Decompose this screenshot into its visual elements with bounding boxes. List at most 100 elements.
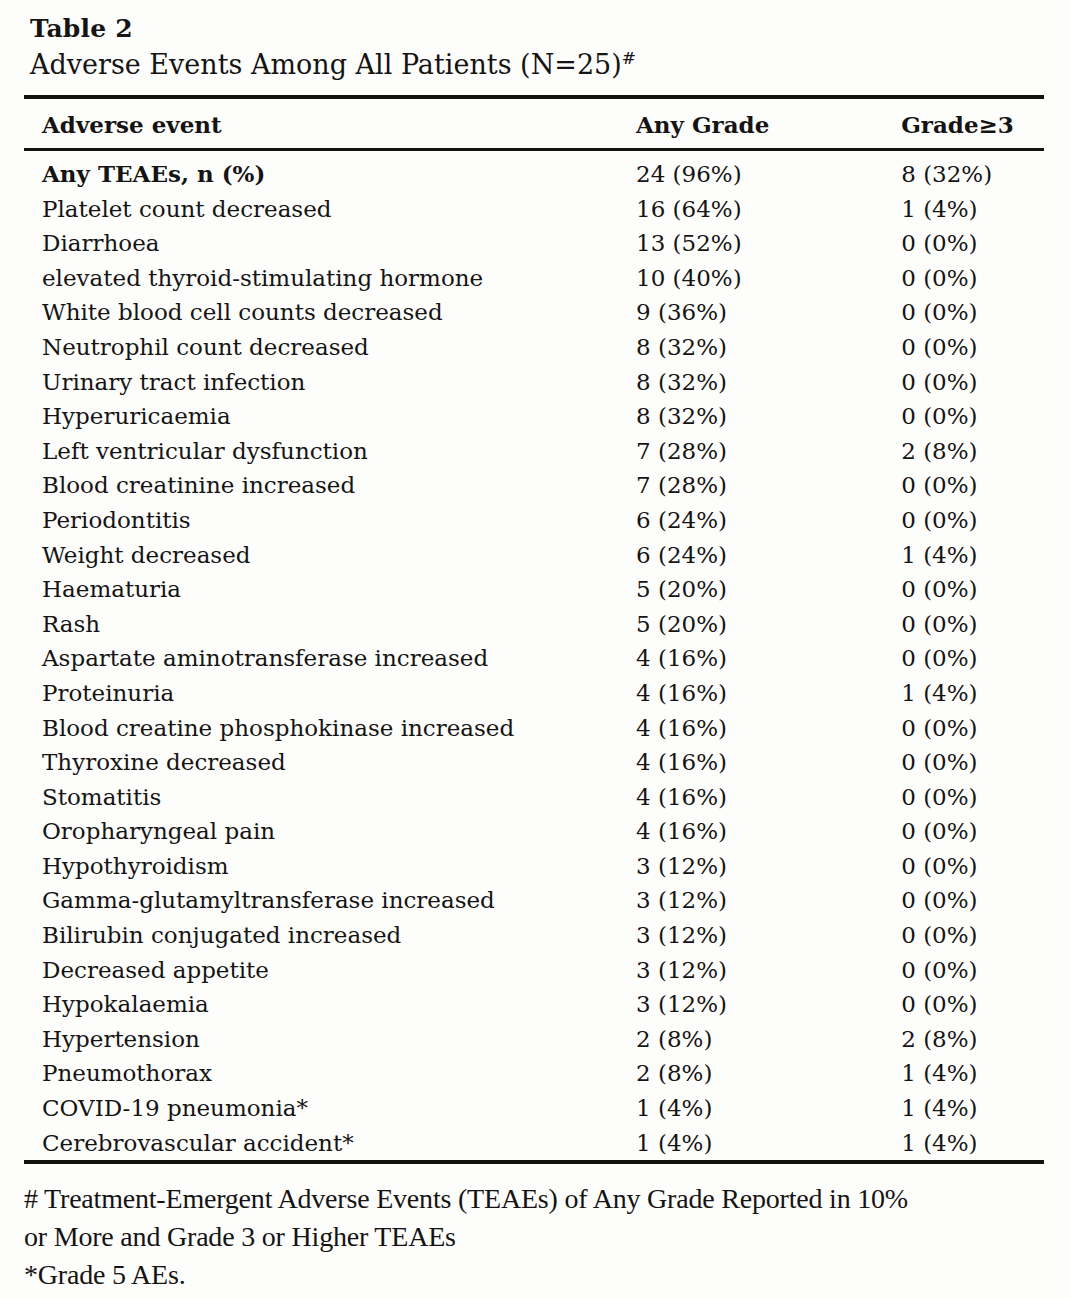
grade-ge3-cell: 0 (0%) [901, 330, 1044, 365]
event-cell: Weight decreased [24, 538, 636, 573]
table-row: Pneumothorax2 (8%)1 (4%) [24, 1056, 1044, 1091]
event-cell: Proteinuria [24, 676, 636, 711]
event-cell: Blood creatine phosphokinase increased [24, 711, 636, 746]
grade-ge3-cell: 0 (0%) [901, 849, 1044, 884]
table-row: elevated thyroid-stimulating hormone10 (… [24, 261, 1044, 296]
grade-ge3-cell: 8 (32%) [901, 150, 1044, 192]
table-row: Haematuria5 (20%)0 (0%) [24, 572, 1044, 607]
any-grade-cell: 10 (40%) [636, 261, 901, 296]
table-row: Thyroxine decreased4 (16%)0 (0%) [24, 745, 1044, 780]
grade-ge3-cell: 1 (4%) [901, 676, 1044, 711]
event-cell: Urinary tract infection [24, 365, 636, 400]
event-cell: Oropharyngeal pain [24, 814, 636, 849]
table-row: Oropharyngeal pain4 (16%)0 (0%) [24, 814, 1044, 849]
any-grade-cell: 2 (8%) [636, 1056, 901, 1091]
footnote-line: # Treatment-Emergent Adverse Events (TEA… [24, 1180, 1044, 1218]
event-cell: White blood cell counts decreased [24, 295, 636, 330]
any-grade-cell: 4 (16%) [636, 814, 901, 849]
table-row: Decreased appetite3 (12%)0 (0%) [24, 953, 1044, 988]
grade-ge3-cell: 0 (0%) [901, 503, 1044, 538]
table-row: White blood cell counts decreased9 (36%)… [24, 295, 1044, 330]
grade-ge3-cell: 0 (0%) [901, 399, 1044, 434]
grade-ge3-cell: 0 (0%) [901, 987, 1044, 1022]
any-grade-cell: 6 (24%) [636, 503, 901, 538]
grade-ge3-cell: 1 (4%) [901, 1126, 1044, 1163]
event-cell: Decreased appetite [24, 953, 636, 988]
any-grade-cell: 5 (20%) [636, 607, 901, 642]
any-grade-cell: 4 (16%) [636, 780, 901, 815]
table-row: Hyperuricaemia8 (32%)0 (0%) [24, 399, 1044, 434]
any-grade-cell: 3 (12%) [636, 883, 901, 918]
table-row: Any TEAEs, n (%)24 (96%)8 (32%) [24, 150, 1044, 192]
grade-ge3-cell: 0 (0%) [901, 953, 1044, 988]
grade-ge3-cell: 0 (0%) [901, 745, 1044, 780]
event-cell: Left ventricular dysfunction [24, 434, 636, 469]
event-cell: Platelet count decreased [24, 192, 636, 227]
table-caption-superscript: # [622, 48, 636, 68]
table-row: Blood creatinine increased7 (28%)0 (0%) [24, 468, 1044, 503]
any-grade-cell: 24 (96%) [636, 150, 901, 192]
table-row: Gamma-glutamyltransferase increased3 (12… [24, 883, 1044, 918]
table-header-row: Adverse event Any Grade Grade≥3 [24, 97, 1044, 150]
grade-ge3-cell: 0 (0%) [901, 607, 1044, 642]
event-cell: Diarrhoea [24, 226, 636, 261]
grade-ge3-cell: 2 (8%) [901, 434, 1044, 469]
event-cell: Thyroxine decreased [24, 745, 636, 780]
event-cell: Blood creatinine increased [24, 468, 636, 503]
footnote-line: *Grade 5 AEs. [24, 1256, 1044, 1294]
any-grade-cell: 16 (64%) [636, 192, 901, 227]
grade-ge3-cell: 1 (4%) [901, 1056, 1044, 1091]
grade-ge3-cell: 0 (0%) [901, 468, 1044, 503]
paper-table-page: Table 2 Adverse Events Among All Patient… [0, 0, 1070, 1298]
table-row: Cerebrovascular accident*1 (4%)1 (4%) [24, 1126, 1044, 1163]
adverse-events-table: Adverse event Any Grade Grade≥3 Any TEAE… [24, 95, 1044, 1164]
table-row: Bilirubin conjugated increased3 (12%)0 (… [24, 918, 1044, 953]
any-grade-cell: 7 (28%) [636, 434, 901, 469]
event-cell: Gamma-glutamyltransferase increased [24, 883, 636, 918]
event-cell: COVID-19 pneumonia* [24, 1091, 636, 1126]
table-row: Diarrhoea13 (52%)0 (0%) [24, 226, 1044, 261]
grade-ge3-cell: 0 (0%) [901, 780, 1044, 815]
column-header-any-grade: Any Grade [636, 97, 901, 150]
any-grade-cell: 1 (4%) [636, 1091, 901, 1126]
grade-ge3-cell: 0 (0%) [901, 814, 1044, 849]
footnote-line: or More and Grade 3 or Higher TEAEs [24, 1218, 1044, 1256]
event-cell: Hyperuricaemia [24, 399, 636, 434]
table-row: Hypokalaemia3 (12%)0 (0%) [24, 987, 1044, 1022]
event-cell: Periodontitis [24, 503, 636, 538]
grade-ge3-cell: 1 (4%) [901, 1091, 1044, 1126]
any-grade-cell: 6 (24%) [636, 538, 901, 573]
grade-ge3-cell: 2 (8%) [901, 1022, 1044, 1057]
grade-ge3-cell: 0 (0%) [901, 226, 1044, 261]
event-cell: Cerebrovascular accident* [24, 1126, 636, 1163]
any-grade-cell: 4 (16%) [636, 711, 901, 746]
event-cell: Rash [24, 607, 636, 642]
event-cell: elevated thyroid-stimulating hormone [24, 261, 636, 296]
any-grade-cell: 9 (36%) [636, 295, 901, 330]
any-grade-cell: 8 (32%) [636, 399, 901, 434]
event-cell: Haematuria [24, 572, 636, 607]
table-row: Aspartate aminotransferase increased4 (1… [24, 641, 1044, 676]
table-label: Table 2 [30, 12, 1044, 46]
any-grade-cell: 4 (16%) [636, 745, 901, 780]
column-header-grade-ge3: Grade≥3 [901, 97, 1044, 150]
any-grade-cell: 3 (12%) [636, 953, 901, 988]
grade-ge3-cell: 1 (4%) [901, 192, 1044, 227]
grade-ge3-cell: 0 (0%) [901, 711, 1044, 746]
grade-ge3-cell: 0 (0%) [901, 572, 1044, 607]
table-row: Hypothyroidism3 (12%)0 (0%) [24, 849, 1044, 884]
table-row: Proteinuria4 (16%)1 (4%) [24, 676, 1044, 711]
any-grade-cell: 4 (16%) [636, 641, 901, 676]
column-header-adverse-event: Adverse event [24, 97, 636, 150]
event-cell: Neutrophil count decreased [24, 330, 636, 365]
any-grade-cell: 2 (8%) [636, 1022, 901, 1057]
table-row: Hypertension2 (8%)2 (8%) [24, 1022, 1044, 1057]
table-row: Stomatitis4 (16%)0 (0%) [24, 780, 1044, 815]
event-cell: Aspartate aminotransferase increased [24, 641, 636, 676]
table-header: Table 2 Adverse Events Among All Patient… [24, 8, 1044, 95]
table-row: COVID-19 pneumonia*1 (4%)1 (4%) [24, 1091, 1044, 1126]
grade-ge3-cell: 0 (0%) [901, 261, 1044, 296]
any-grade-cell: 3 (12%) [636, 849, 901, 884]
any-grade-cell: 4 (16%) [636, 676, 901, 711]
table-row: Urinary tract infection8 (32%)0 (0%) [24, 365, 1044, 400]
